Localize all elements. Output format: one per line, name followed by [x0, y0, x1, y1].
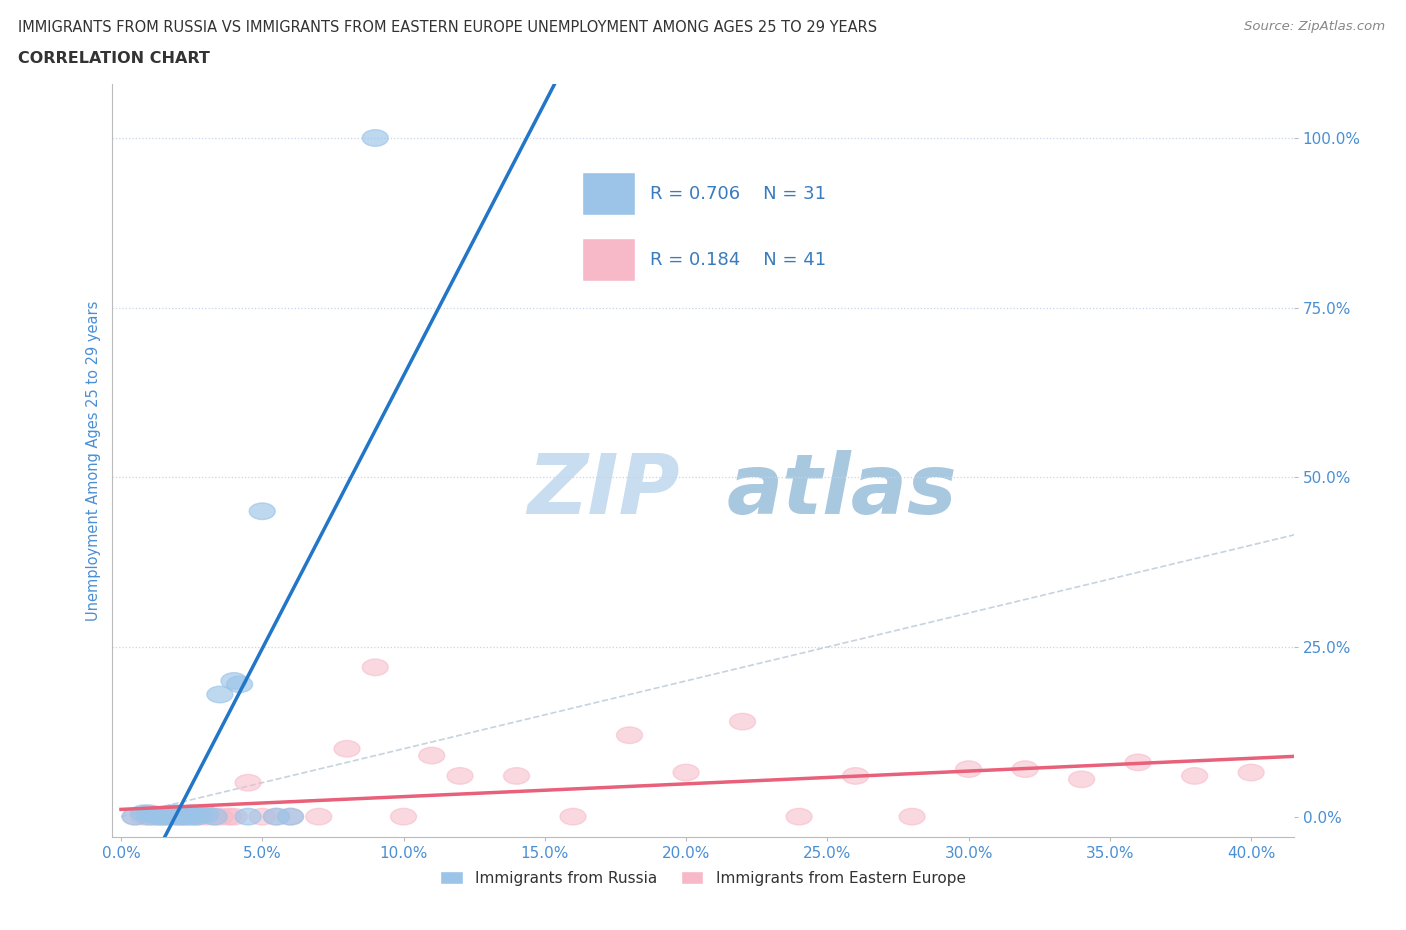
Ellipse shape	[447, 767, 472, 784]
Ellipse shape	[898, 808, 925, 825]
Ellipse shape	[179, 808, 205, 825]
Text: atlas: atlas	[727, 450, 957, 531]
Text: ZIP: ZIP	[527, 450, 679, 531]
Ellipse shape	[131, 805, 156, 821]
Ellipse shape	[156, 808, 181, 825]
Ellipse shape	[235, 775, 262, 791]
Ellipse shape	[170, 806, 195, 823]
Ellipse shape	[391, 808, 416, 825]
Ellipse shape	[179, 805, 205, 821]
Ellipse shape	[201, 808, 228, 825]
Ellipse shape	[184, 808, 211, 825]
Ellipse shape	[122, 808, 148, 825]
Ellipse shape	[419, 748, 444, 764]
Ellipse shape	[165, 806, 190, 823]
Ellipse shape	[184, 808, 211, 825]
Ellipse shape	[363, 659, 388, 675]
Ellipse shape	[145, 808, 170, 825]
Ellipse shape	[335, 740, 360, 757]
Ellipse shape	[1125, 754, 1152, 771]
Ellipse shape	[187, 806, 214, 823]
Text: CORRELATION CHART: CORRELATION CHART	[18, 51, 209, 66]
Ellipse shape	[221, 808, 247, 825]
Ellipse shape	[170, 808, 195, 825]
Ellipse shape	[673, 764, 699, 781]
Ellipse shape	[136, 808, 162, 825]
Ellipse shape	[305, 808, 332, 825]
Ellipse shape	[215, 808, 242, 825]
Ellipse shape	[159, 805, 184, 821]
Ellipse shape	[145, 808, 170, 825]
Ellipse shape	[193, 808, 219, 825]
Ellipse shape	[560, 808, 586, 825]
Ellipse shape	[263, 808, 290, 825]
Ellipse shape	[142, 806, 167, 823]
Ellipse shape	[235, 808, 262, 825]
Ellipse shape	[193, 806, 219, 823]
Ellipse shape	[786, 808, 813, 825]
Ellipse shape	[159, 806, 184, 823]
Ellipse shape	[159, 808, 184, 825]
Ellipse shape	[277, 808, 304, 825]
Text: Source: ZipAtlas.com: Source: ZipAtlas.com	[1244, 20, 1385, 33]
Ellipse shape	[165, 805, 190, 821]
Ellipse shape	[136, 805, 162, 821]
Ellipse shape	[226, 676, 253, 693]
Ellipse shape	[207, 808, 233, 825]
Ellipse shape	[150, 808, 176, 825]
Ellipse shape	[150, 808, 176, 825]
Ellipse shape	[1181, 767, 1208, 784]
Ellipse shape	[142, 808, 167, 825]
Ellipse shape	[136, 808, 162, 825]
Ellipse shape	[207, 686, 233, 703]
Ellipse shape	[263, 808, 290, 825]
Ellipse shape	[249, 503, 276, 520]
Ellipse shape	[503, 767, 530, 784]
Ellipse shape	[1239, 764, 1264, 781]
Ellipse shape	[150, 806, 176, 823]
Ellipse shape	[1069, 771, 1095, 788]
Ellipse shape	[842, 767, 869, 784]
Ellipse shape	[170, 808, 195, 825]
Ellipse shape	[122, 808, 148, 825]
Y-axis label: Unemployment Among Ages 25 to 29 years: Unemployment Among Ages 25 to 29 years	[86, 300, 101, 620]
Ellipse shape	[1012, 761, 1038, 777]
Ellipse shape	[617, 727, 643, 743]
Ellipse shape	[956, 761, 981, 777]
Ellipse shape	[221, 672, 247, 689]
Ellipse shape	[363, 129, 388, 146]
Legend: Immigrants from Russia, Immigrants from Eastern Europe: Immigrants from Russia, Immigrants from …	[433, 863, 973, 894]
Ellipse shape	[173, 808, 198, 825]
Ellipse shape	[131, 808, 156, 825]
Ellipse shape	[201, 808, 228, 825]
Ellipse shape	[165, 808, 190, 825]
Ellipse shape	[179, 808, 205, 825]
Text: IMMIGRANTS FROM RUSSIA VS IMMIGRANTS FROM EASTERN EUROPE UNEMPLOYMENT AMONG AGES: IMMIGRANTS FROM RUSSIA VS IMMIGRANTS FRO…	[18, 20, 877, 35]
Ellipse shape	[249, 808, 276, 825]
Ellipse shape	[277, 808, 304, 825]
Ellipse shape	[730, 713, 755, 730]
Ellipse shape	[165, 808, 190, 825]
Ellipse shape	[150, 808, 176, 825]
